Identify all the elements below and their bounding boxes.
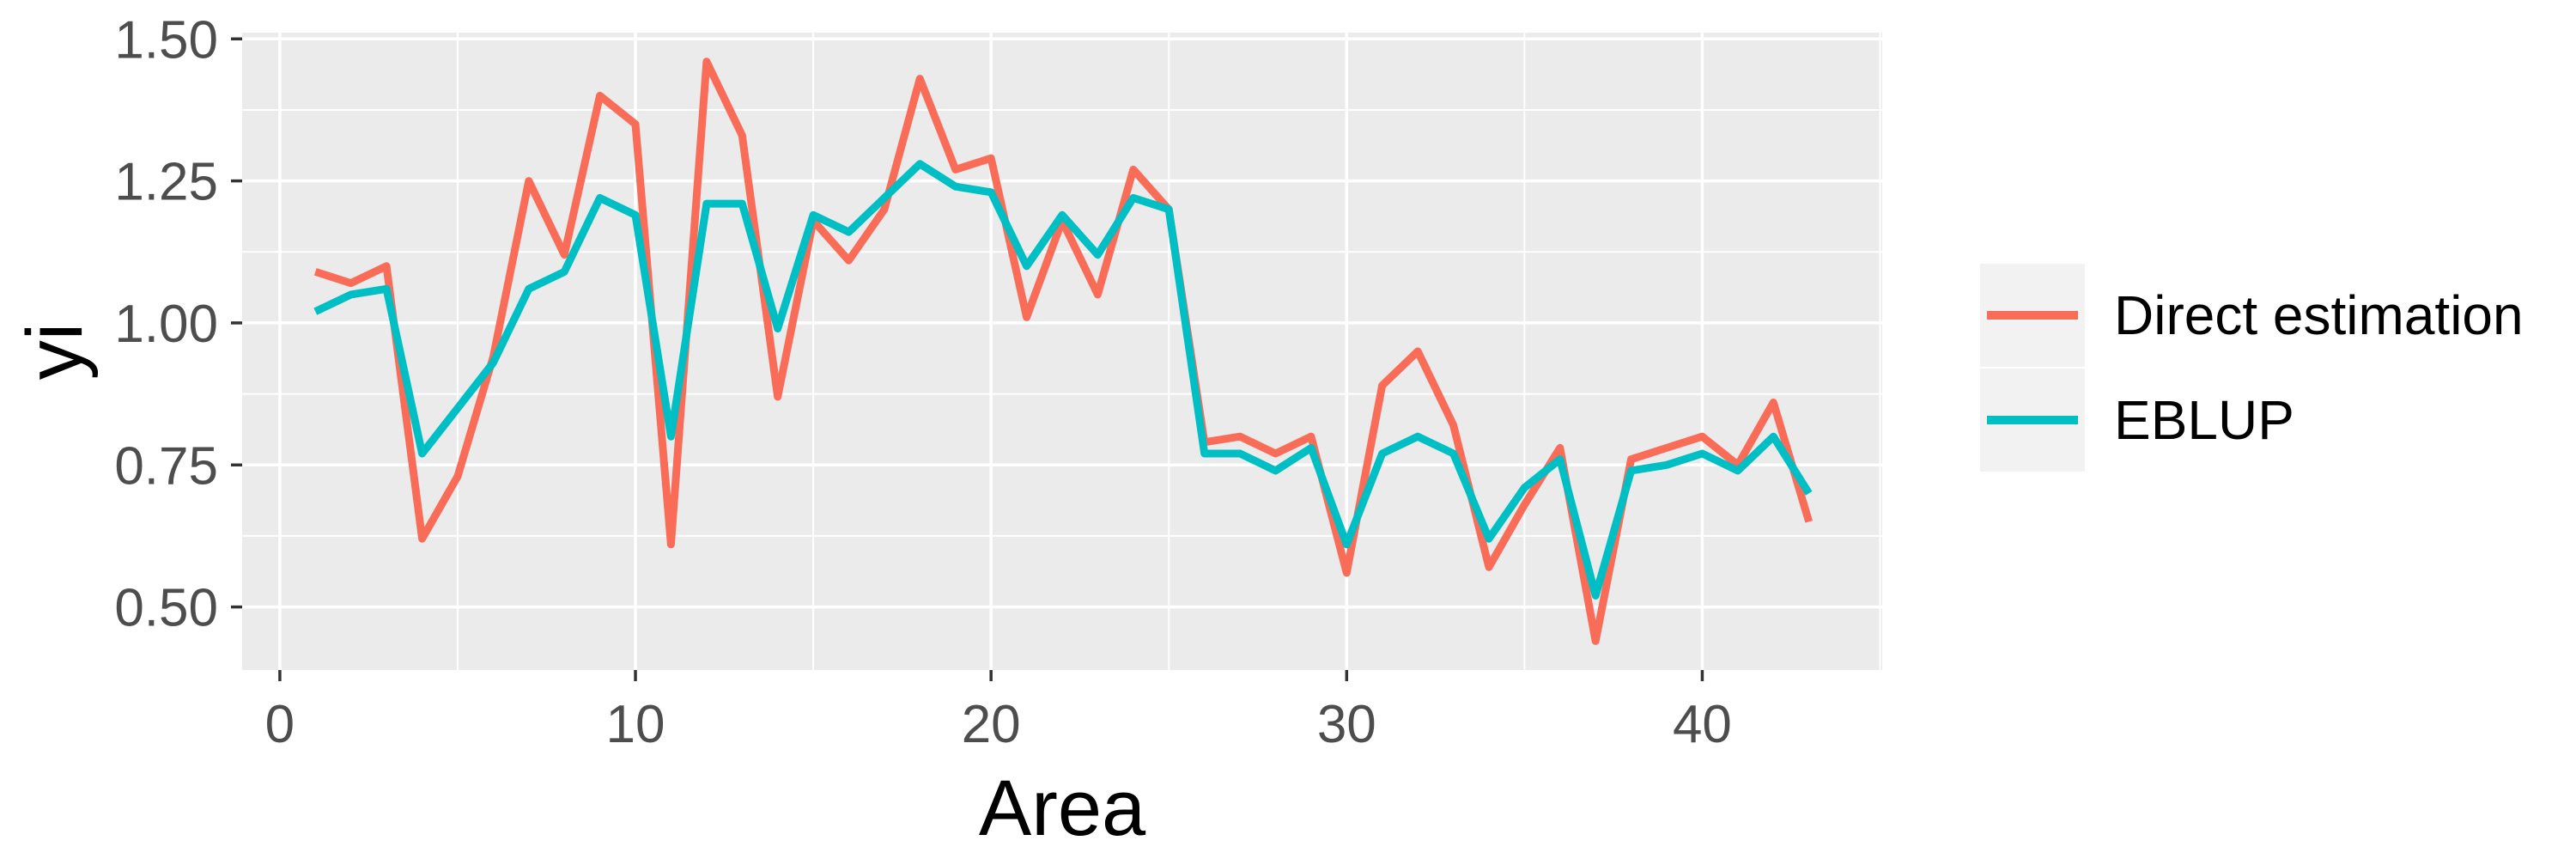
legend: Direct estimation EBLUP [1980, 264, 2524, 472]
minor-gridlines [242, 33, 1882, 670]
legend-label-eblup: EBLUP [2114, 389, 2294, 451]
y-axis-title: yi [11, 323, 99, 380]
x-tick-label: 40 [1673, 695, 1732, 754]
legend-label-direct-estimation: Direct estimation [2114, 284, 2524, 346]
x-axis-title: Area [979, 765, 1146, 852]
y-tick-label: 1.00 [114, 295, 218, 354]
plot-panel [242, 33, 1882, 670]
axis-tick-marks [231, 37, 1704, 681]
x-tick-label: 30 [1317, 695, 1376, 754]
y-tick-labels: 0.50 0.75 1.00 1.25 1.50 [114, 10, 218, 637]
x-tick-label: 10 [606, 695, 665, 754]
y-tick-label: 0.75 [114, 436, 218, 496]
y-tick-label: 1.25 [114, 153, 218, 212]
y-tick-label: 1.50 [114, 10, 218, 70]
y-tick-label: 0.50 [114, 579, 218, 638]
x-tick-labels: 0 10 20 30 40 [265, 695, 1732, 754]
series-line-eblup [313, 160, 1813, 600]
x-tick-label: 20 [962, 695, 1021, 754]
x-tick-label: 0 [265, 695, 295, 754]
